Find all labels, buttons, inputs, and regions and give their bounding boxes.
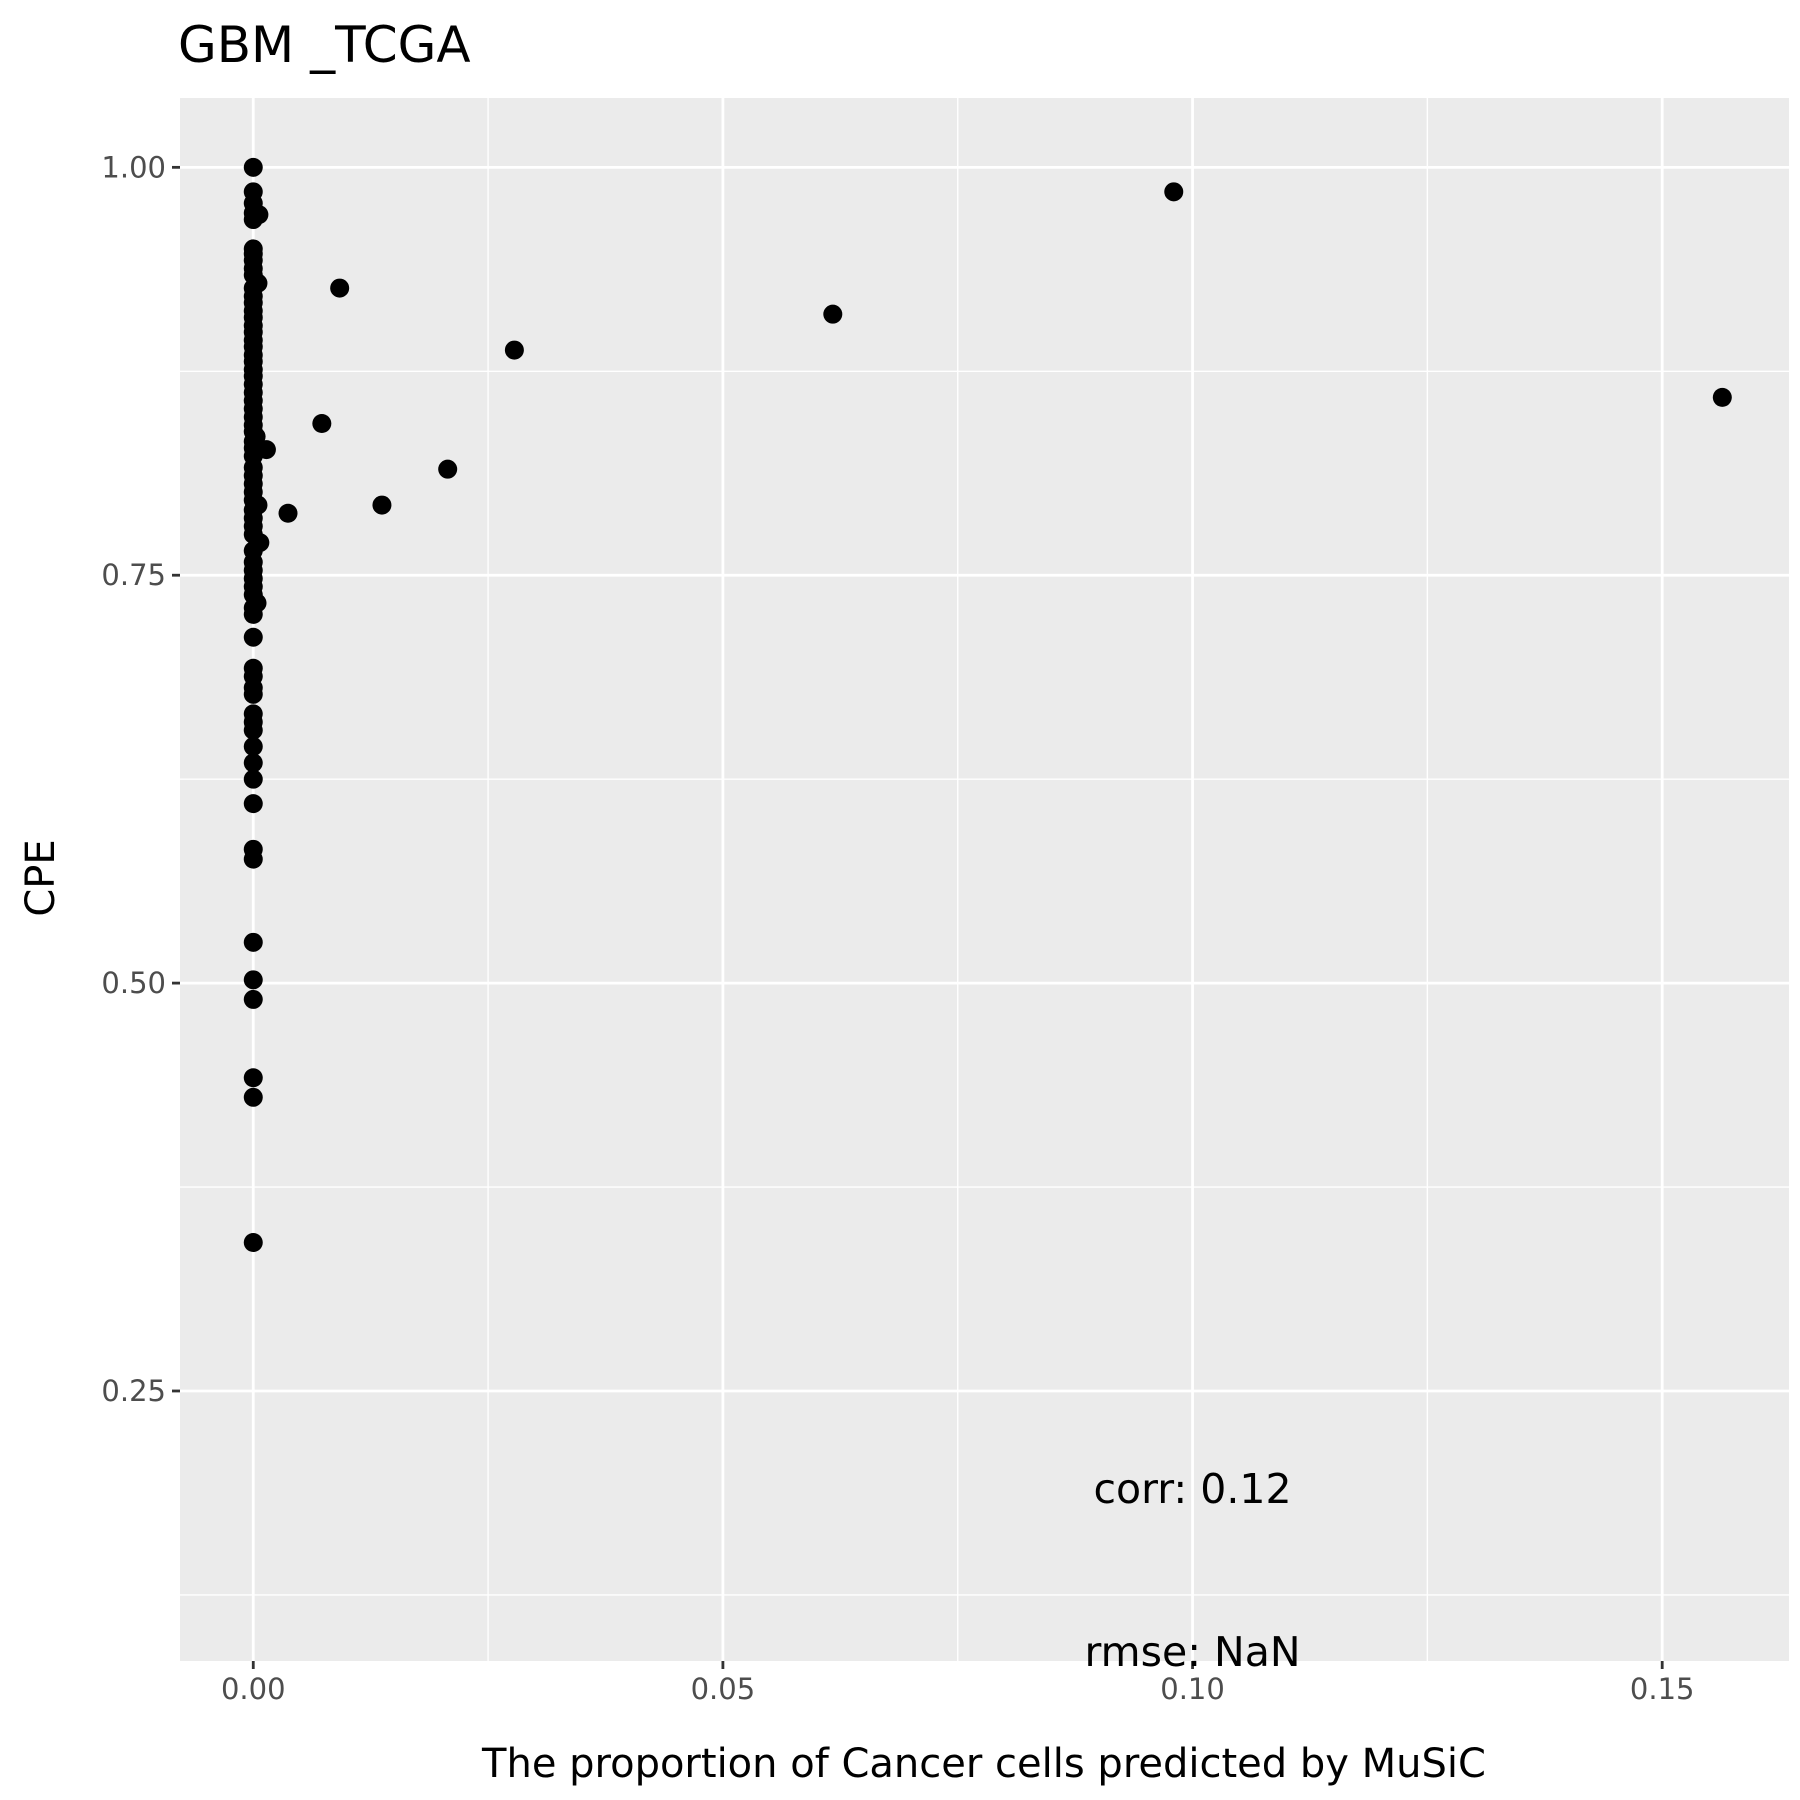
data-point — [278, 503, 298, 523]
data-point — [243, 1068, 263, 1088]
data-point — [243, 1233, 263, 1253]
x-tick-label: 0.00 — [221, 1672, 286, 1706]
annotation-text: corr: 0.12 — [1094, 1465, 1292, 1513]
y-tick-label: 0.25 — [101, 1374, 166, 1408]
y-axis-title: CPE — [18, 839, 64, 916]
data-point — [823, 304, 843, 324]
data-point — [243, 604, 263, 624]
data-point — [1164, 182, 1184, 202]
x-tick-label: 0.05 — [691, 1672, 756, 1706]
data-point — [243, 737, 263, 757]
data-point — [243, 989, 263, 1009]
data-point — [504, 340, 524, 360]
data-point — [243, 970, 263, 990]
data-point — [243, 849, 263, 869]
data-point — [243, 753, 263, 773]
x-tick-label: 0.15 — [1630, 1672, 1695, 1706]
y-tick-label: 0.75 — [101, 558, 166, 592]
data-point — [372, 495, 392, 515]
data-point — [243, 684, 263, 704]
annotation-text: rmse: NaN — [1085, 1628, 1301, 1676]
x-axis-title: The proportion of Cancer cells predicted… — [481, 1741, 1486, 1787]
data-points — [243, 157, 1732, 1253]
data-point — [312, 413, 332, 433]
data-point — [243, 720, 263, 740]
y-tick-label: 0.50 — [101, 966, 166, 1000]
axes: 0.00 0.05 0.10 0.15 0.25 0.50 0.75 1.00 — [101, 150, 1694, 1706]
data-point — [243, 1087, 263, 1107]
data-point — [243, 627, 263, 647]
y-tick-label: 1.00 — [101, 150, 166, 184]
data-point — [243, 157, 263, 177]
chart-title: GBM _TCGA — [178, 16, 471, 74]
data-point — [243, 794, 263, 814]
data-point — [243, 932, 263, 952]
data-point — [243, 210, 263, 230]
x-tick-label: 0.10 — [1160, 1672, 1225, 1706]
data-point — [1712, 387, 1732, 407]
data-point — [438, 459, 458, 479]
gridlines — [180, 98, 1789, 1661]
data-point — [243, 769, 263, 789]
annotations: corr: 0.12 rmse: NaN — [1085, 1465, 1301, 1676]
data-point — [330, 278, 350, 298]
plot-panel — [180, 98, 1789, 1661]
